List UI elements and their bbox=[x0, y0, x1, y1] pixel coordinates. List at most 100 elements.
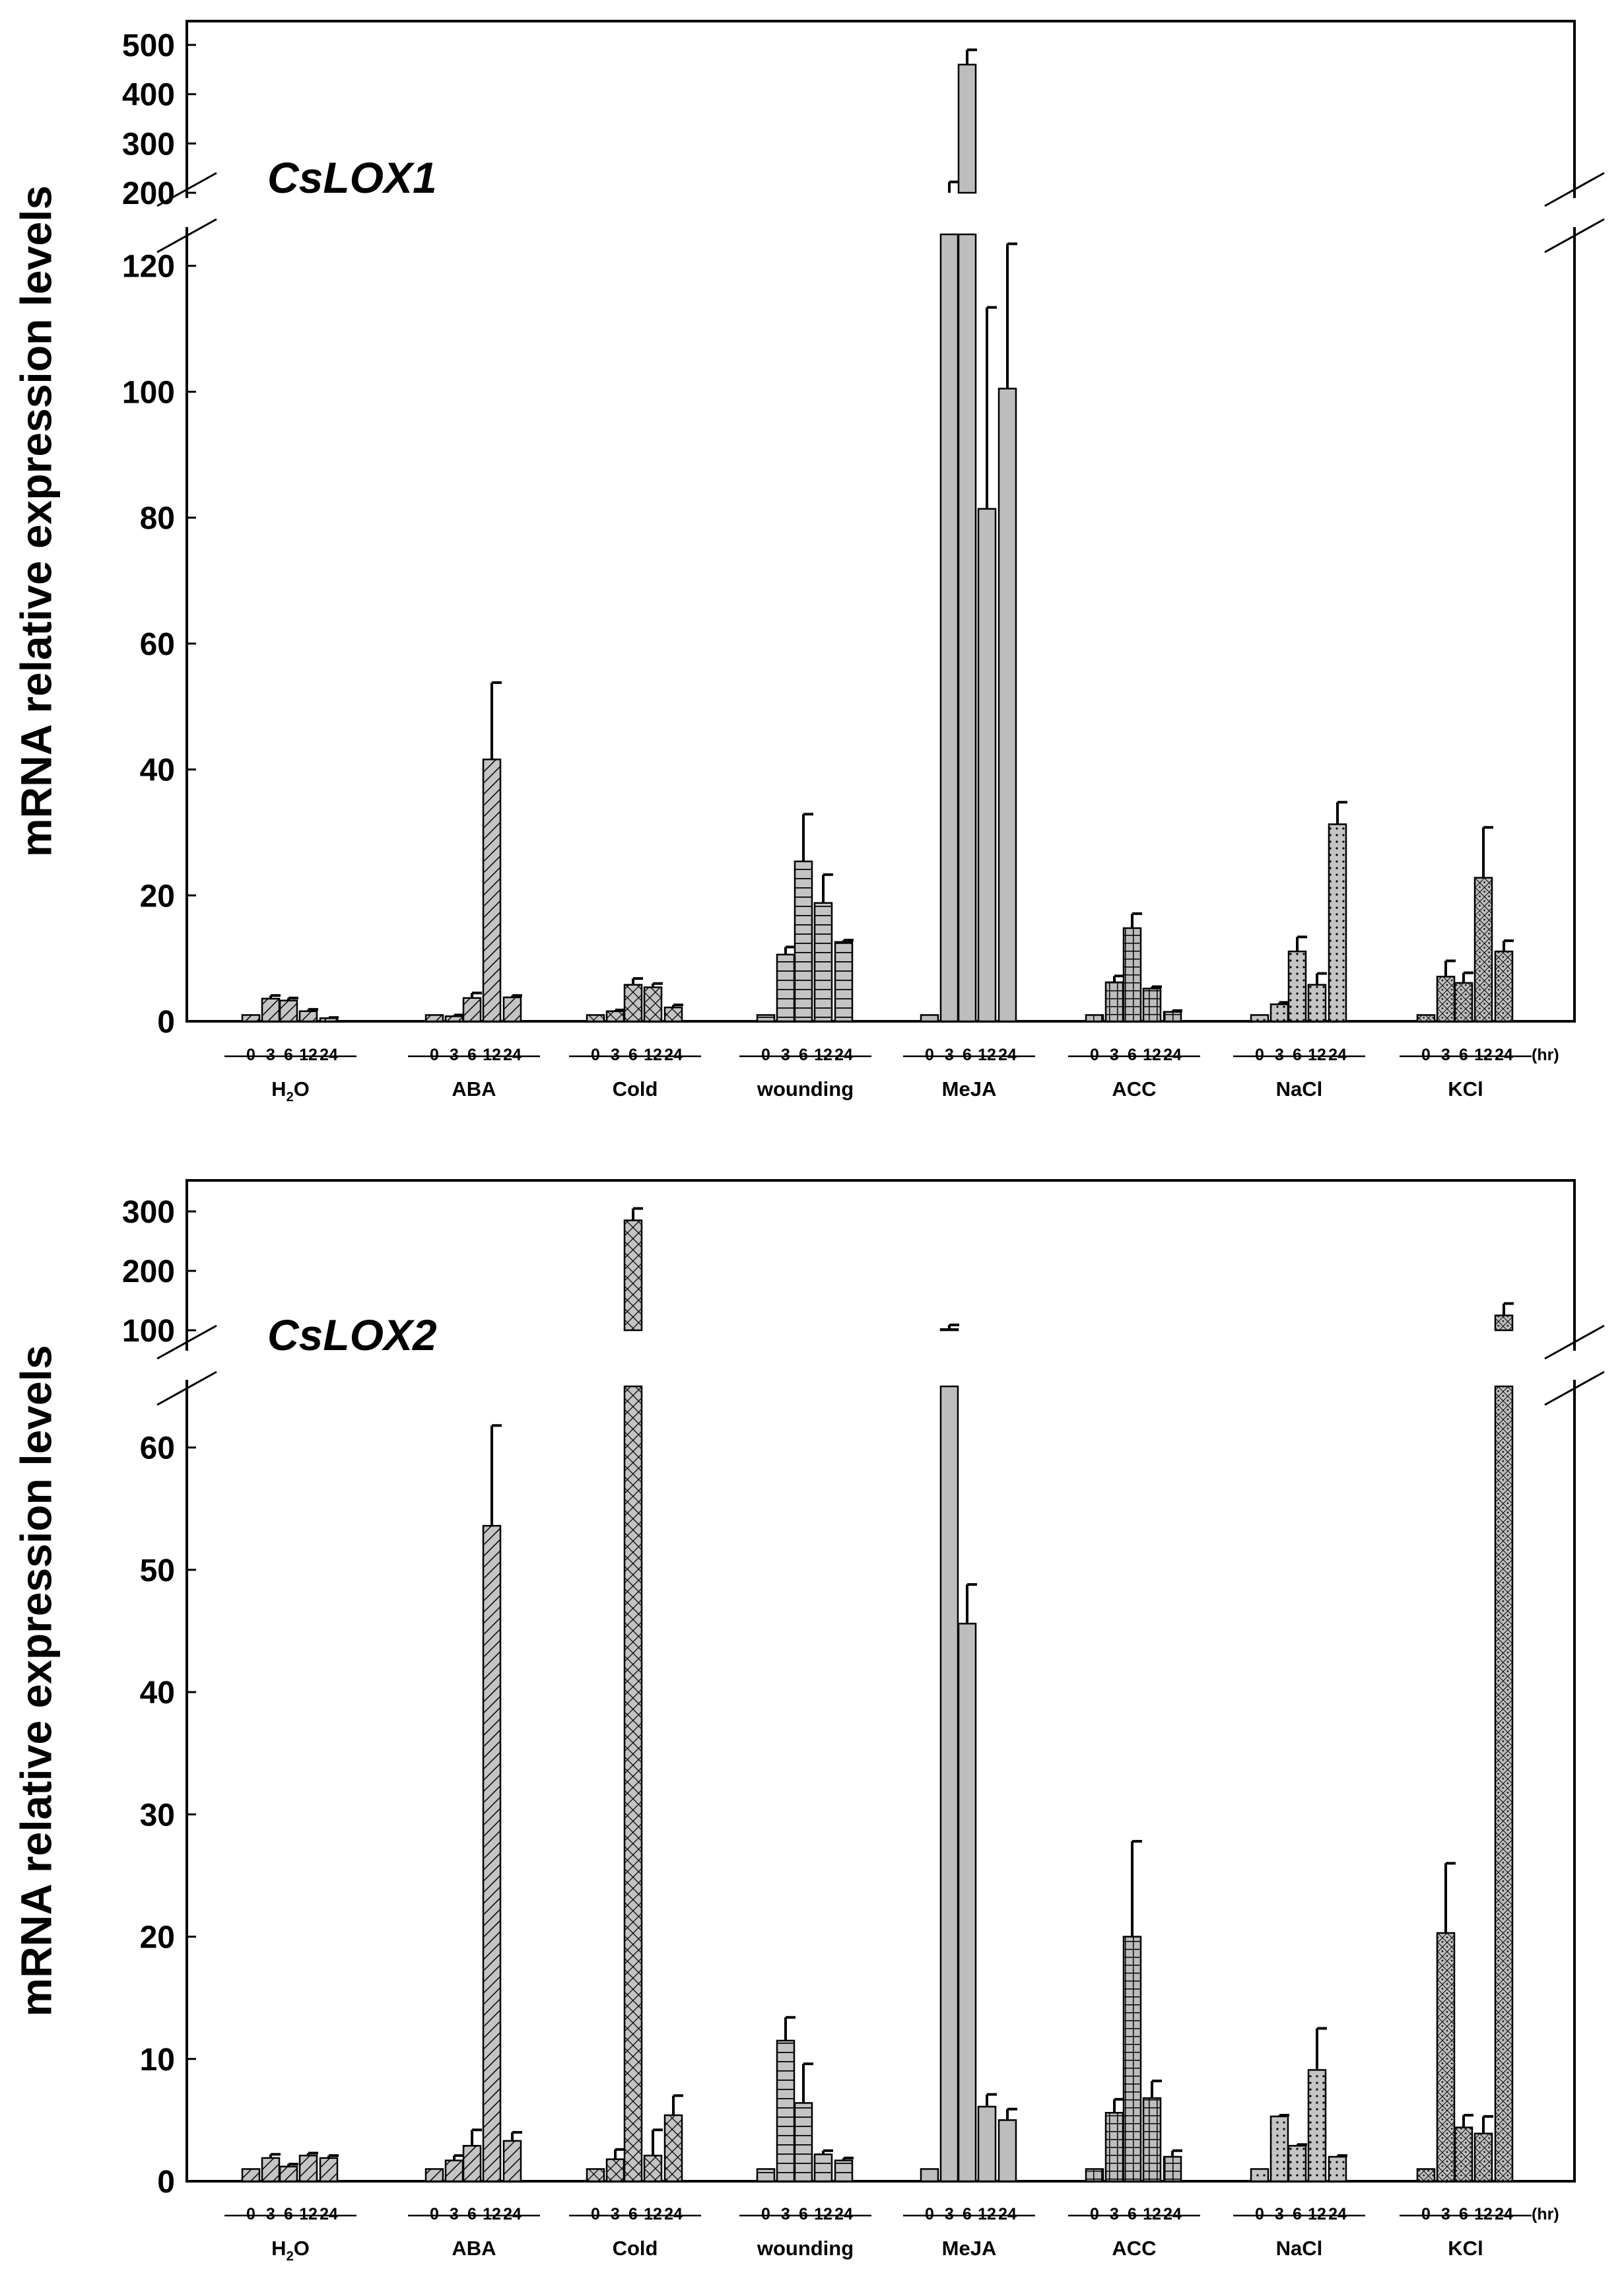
bar bbox=[1416, 2168, 1436, 2183]
bar bbox=[444, 1015, 464, 1023]
plot-frame bbox=[186, 20, 1576, 1023]
group-label: KCl bbox=[1448, 1077, 1483, 1101]
bar bbox=[794, 2102, 813, 2183]
bar bbox=[605, 2158, 625, 2183]
bar bbox=[1454, 982, 1473, 1023]
x-tick-label: 0 bbox=[246, 1046, 255, 1064]
x-tick-label: 3 bbox=[266, 1046, 275, 1064]
x-tick-label: 3 bbox=[1110, 1046, 1119, 1064]
x-tick-label: 0 bbox=[1090, 1046, 1099, 1064]
axis-break-mark-lower-left bbox=[156, 1371, 217, 1406]
x-tick-label: 3 bbox=[450, 2205, 459, 2223]
y-tick-label: 200 bbox=[122, 176, 175, 211]
x-tick-label: 12 bbox=[978, 1046, 996, 1064]
bar bbox=[834, 2159, 854, 2183]
x-tick-label: 12 bbox=[1143, 1046, 1161, 1064]
bar-upper-segment bbox=[957, 63, 977, 194]
y-tick-label: 300 bbox=[122, 127, 175, 162]
bar bbox=[643, 2154, 663, 2183]
x-tick-label: 24 bbox=[1495, 2205, 1513, 2223]
x-tick-label: 3 bbox=[611, 2205, 620, 2223]
bar bbox=[920, 2168, 939, 2183]
x-tick-label: 6 bbox=[284, 1046, 293, 1064]
bar bbox=[1163, 1011, 1182, 1023]
group-label: H2O bbox=[271, 2237, 310, 2264]
bar bbox=[957, 1623, 977, 2183]
group-label: ACC bbox=[1112, 1077, 1156, 1101]
axis-break-mark-lower-right bbox=[1544, 218, 1605, 254]
axis-break-mark-upper-left bbox=[156, 1324, 217, 1360]
x-tick-label: 24 bbox=[1163, 2205, 1182, 2223]
x-tick-label: 12 bbox=[1308, 1046, 1326, 1064]
x-tick-label: 0 bbox=[1255, 1046, 1264, 1064]
x-tick-label: 24 bbox=[834, 1046, 853, 1064]
x-tick-label: 12 bbox=[644, 1046, 662, 1064]
axis-break-mark-upper-right bbox=[1544, 1324, 1605, 1360]
x-tick-label: 12 bbox=[1308, 2205, 1326, 2223]
bar bbox=[1122, 927, 1142, 1023]
x-tick-label: 0 bbox=[430, 1046, 439, 1064]
bar bbox=[241, 1014, 261, 1023]
x-tick-label: 3 bbox=[1441, 1046, 1450, 1064]
bar bbox=[1142, 2097, 1162, 2183]
bar bbox=[663, 1006, 683, 1023]
x-tick-label: 3 bbox=[781, 1046, 790, 1064]
x-tick-label: 3 bbox=[1275, 2205, 1284, 2223]
x-tick-label: 3 bbox=[945, 1046, 954, 1064]
y-tick-label: 500 bbox=[122, 28, 175, 63]
bar bbox=[1307, 984, 1327, 1023]
bar bbox=[462, 2145, 482, 2183]
bar bbox=[1287, 2145, 1307, 2183]
y-tick-label: 30 bbox=[140, 1798, 175, 1833]
chart-title: CsLOX1 bbox=[267, 153, 437, 202]
bar bbox=[1473, 2132, 1493, 2183]
bar bbox=[756, 1014, 776, 1023]
y-tick-label: 80 bbox=[140, 501, 175, 536]
y-tick-label: 60 bbox=[140, 1431, 175, 1466]
bar-upper-segment bbox=[623, 1219, 643, 1332]
y-tick-label: 0 bbox=[157, 2165, 175, 2200]
y-axis-label: mRNA relative expression levels bbox=[11, 186, 60, 857]
x-tick-label: 6 bbox=[1293, 1046, 1302, 1064]
bar bbox=[279, 2165, 298, 2183]
bar-upper-segment bbox=[939, 1328, 959, 1332]
bar bbox=[1085, 1014, 1104, 1023]
x-tick-label: 24 bbox=[503, 2205, 522, 2223]
bar bbox=[319, 2157, 339, 2183]
x-tick-label: 6 bbox=[1293, 2205, 1302, 2223]
bar bbox=[1250, 1014, 1269, 1023]
bar bbox=[1436, 976, 1456, 1023]
bar bbox=[1085, 2168, 1104, 2183]
axis-break-mark-lower-right bbox=[1544, 1371, 1605, 1406]
x-tick-label: 6 bbox=[467, 2205, 477, 2223]
bar-lower-segment bbox=[939, 233, 959, 1023]
bar bbox=[794, 860, 813, 1023]
x-tick-label: 3 bbox=[1275, 1046, 1284, 1064]
y-tick-label: 200 bbox=[122, 1254, 175, 1289]
x-tick-label: 6 bbox=[1459, 2205, 1468, 2223]
axis-break-mark-upper-left bbox=[156, 172, 217, 207]
x-tick-label: 6 bbox=[963, 2205, 972, 2223]
bar bbox=[643, 986, 663, 1023]
y-tick-label: 10 bbox=[140, 2043, 175, 2078]
group-label: NaCl bbox=[1276, 2237, 1323, 2260]
x-tick-label: 0 bbox=[591, 2205, 600, 2223]
bar bbox=[502, 996, 522, 1023]
bar bbox=[1269, 2115, 1289, 2183]
group-label: wounding bbox=[757, 1077, 854, 1101]
chart-panel-cslox2: mRNA relative expression levels CsLOX2 0 10… bbox=[11, 1179, 1605, 2264]
bar bbox=[1104, 981, 1124, 1023]
bar bbox=[776, 953, 795, 1023]
bar bbox=[1416, 1014, 1436, 1023]
bar bbox=[920, 1014, 939, 1023]
bar bbox=[424, 2168, 444, 2183]
x-tick-label: 12 bbox=[299, 1046, 318, 1064]
bar bbox=[279, 1000, 298, 1023]
bar bbox=[241, 2168, 261, 2183]
x-tick-label: 3 bbox=[450, 1046, 459, 1064]
x-tick-label: 0 bbox=[1090, 2205, 1099, 2223]
x-tick-label: 6 bbox=[799, 2205, 808, 2223]
x-tick-label: 24 bbox=[1328, 2205, 1347, 2223]
y-tick-label: 100 bbox=[122, 375, 175, 410]
